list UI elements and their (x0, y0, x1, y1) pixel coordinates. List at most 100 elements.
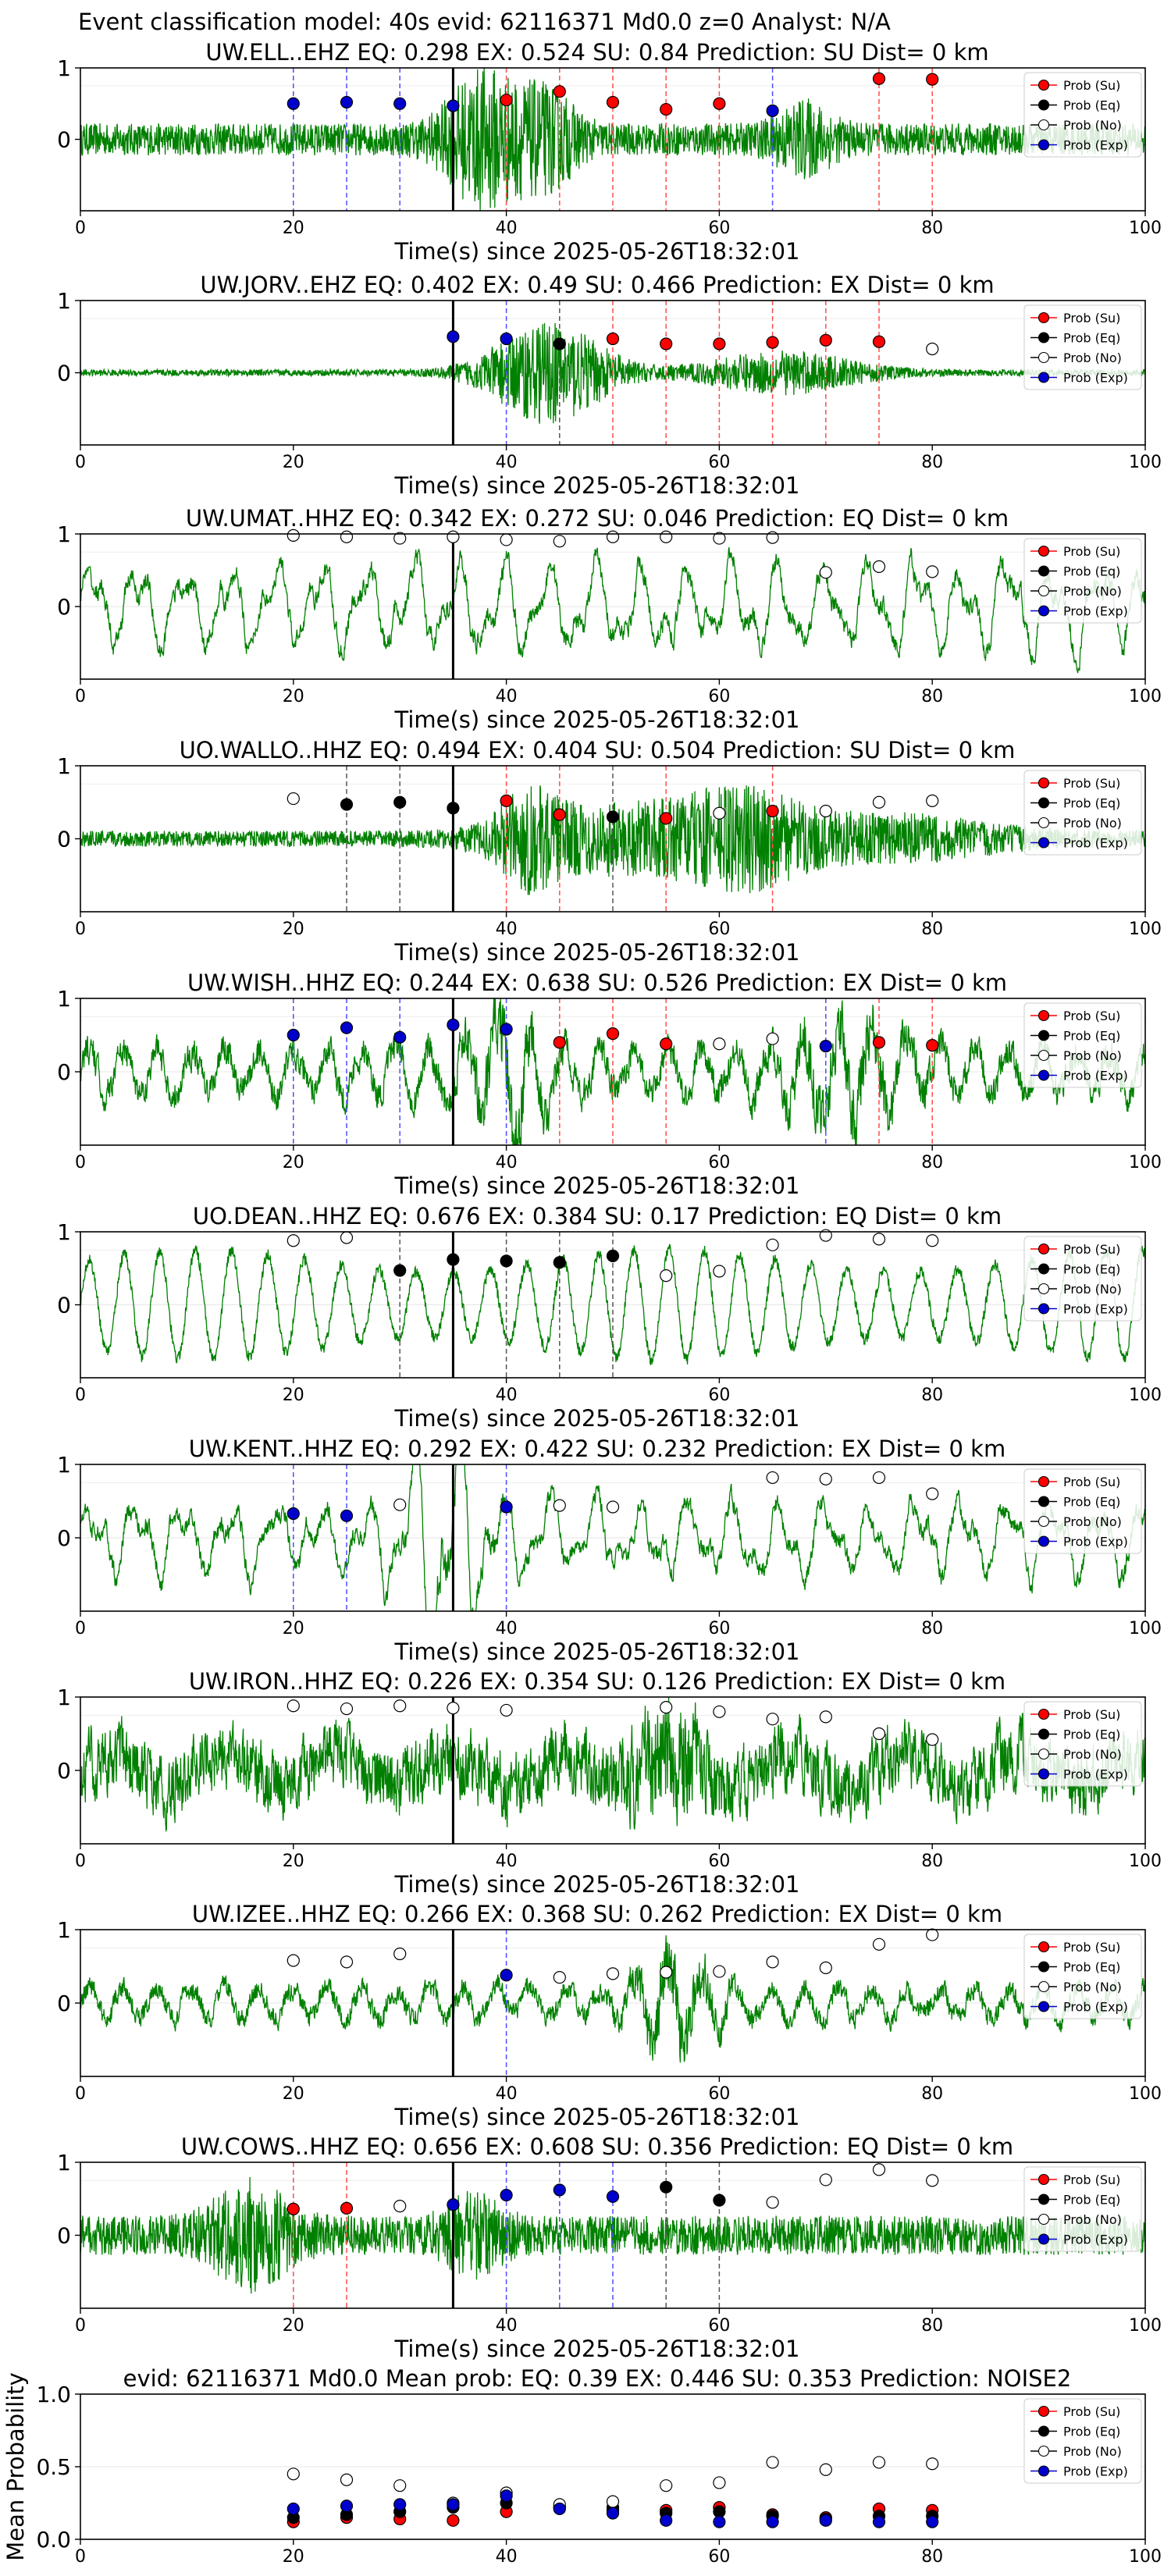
prob-marker-eq (447, 802, 460, 815)
mean-prob-marker-exp (287, 2502, 300, 2516)
mean-prob-marker-exp (447, 2498, 460, 2511)
legend-label: Prob (Exp) (1063, 1069, 1128, 1083)
prob-marker-exp (766, 104, 779, 117)
legend: Prob (Su) Prob (Eq) Prob (No) Prob (Exp) (1023, 1701, 1142, 1787)
legend-box (1023, 1701, 1142, 1787)
panel-title: UW.UMAT..HHZ EQ: 0.342 EX: 0.272 SU: 0.0… (186, 505, 1009, 532)
mean-prob-marker-exp (766, 2515, 779, 2528)
legend: Prob (Su) Prob (Eq) Prob (No) Prob (Exp) (1023, 304, 1142, 390)
legend-label: Prob (No) (1063, 118, 1122, 133)
x-tick-label: 80 (921, 453, 943, 472)
legend-marker-no (1038, 817, 1050, 829)
mean-prob-marker-no (926, 2457, 939, 2471)
x-tick-label: 40 (496, 1619, 518, 1638)
mean-prob-marker-no (819, 2463, 832, 2476)
mean-prob-marker-exp (926, 2515, 939, 2528)
legend-label: Prob (Eq) (1063, 2425, 1120, 2439)
mean-prob-marker-su (447, 2514, 460, 2527)
legend-label: Prob (Exp) (1063, 2464, 1128, 2479)
legend-label: Prob (Eq) (1063, 1029, 1120, 1044)
x-tick-label: 60 (708, 1386, 730, 1405)
x-tick-label: 0 (75, 1153, 86, 1172)
legend-label: Prob (No) (1063, 1747, 1122, 1762)
legend-marker-su (1038, 1243, 1050, 1255)
x-tick-label: 0 (75, 687, 86, 706)
legend-label: Prob (Exp) (1063, 1767, 1128, 1782)
x-tick-label: 80 (921, 219, 943, 238)
prob-marker-no (500, 1703, 513, 1717)
legend-marker-su (1038, 311, 1050, 324)
x-tick-label: 20 (283, 1619, 304, 1638)
x-tick-label: 100 (1129, 1619, 1162, 1638)
prob-marker-no (340, 1231, 354, 1244)
legend-marker-no (1038, 585, 1050, 597)
prob-marker-no (340, 1702, 354, 1716)
x-tick-label: 20 (283, 1386, 304, 1405)
x-axis-label: Time(s) since 2025-05-26T18:32:01 (394, 2336, 800, 2362)
legend-marker-su (1038, 2405, 1050, 2418)
legend-marker-no (1038, 1283, 1050, 1295)
panel-title: UW.COWS..HHZ EQ: 0.656 EX: 0.608 SU: 0.3… (181, 2133, 1013, 2160)
prob-marker-su (926, 1039, 939, 1052)
prob-marker-su (606, 1027, 620, 1041)
x-tick-label: 20 (283, 453, 304, 472)
prob-marker-su (660, 337, 673, 350)
legend: Prob (Su) Prob (Eq) Prob (No) Prob (Exp) (1023, 2166, 1142, 2252)
legend-marker-su (1038, 1009, 1050, 1022)
panel-title: UW.IRON..HHZ EQ: 0.226 EX: 0.354 SU: 0.1… (189, 1668, 1005, 1695)
prob-marker-eq (660, 2180, 673, 2194)
mean-prob-marker-exp (553, 2502, 566, 2516)
x-tick-label: 20 (283, 219, 304, 238)
legend-label: Prob (Eq) (1063, 2193, 1120, 2208)
prob-marker-exp (340, 1021, 354, 1034)
legend-marker-eq (1038, 1496, 1050, 1507)
x-tick-label: 20 (283, 1153, 304, 1172)
legend-marker-exp (1038, 372, 1050, 383)
prob-marker-exp (340, 95, 354, 109)
legend: Prob (Su) Prob (Eq) Prob (No) Prob (Exp) (1023, 770, 1142, 856)
prob-marker-no (819, 2173, 832, 2186)
x-tick-label: 100 (1129, 219, 1162, 238)
prob-marker-no (713, 1037, 726, 1051)
mean-prob-marker-exp (713, 2515, 726, 2528)
prob-marker-no (660, 1268, 673, 1283)
legend-label: Prob (No) (1063, 350, 1122, 365)
legend-label: Prob (Exp) (1063, 138, 1128, 153)
prob-marker-eq (447, 1253, 460, 1266)
x-tick-label: 0 (75, 2316, 86, 2336)
prob-marker-no (872, 1471, 886, 1485)
prob-marker-no (500, 533, 513, 546)
legend: Prob (Su) Prob (Eq) Prob (No) Prob (Exp) (1023, 2398, 1142, 2484)
prob-marker-no (393, 1699, 407, 1713)
prob-marker-exp (500, 332, 513, 346)
x-tick-label: 100 (1129, 2547, 1162, 2567)
x-tick-label: 60 (708, 2084, 730, 2104)
x-tick-label: 0 (75, 453, 86, 472)
x-axis-label: Time(s) since 2025-05-26T18:32:01 (394, 939, 800, 966)
x-tick-label: 40 (496, 2547, 518, 2567)
y-tick-label: 1 (57, 521, 71, 547)
prob-marker-exp (553, 2183, 566, 2197)
legend: Prob (Su) Prob (Eq) Prob (No) Prob (Exp) (1023, 1002, 1142, 1088)
legend-label: Prob (Eq) (1063, 796, 1120, 811)
prob-marker-eq (500, 1254, 513, 1268)
legend-marker-no (1038, 1515, 1050, 1528)
prob-marker-no (872, 1233, 886, 1246)
legend-marker-exp (1038, 1768, 1050, 1780)
x-tick-label: 100 (1129, 453, 1162, 472)
x-tick-label: 100 (1129, 2316, 1162, 2336)
x-axis-label: Time(s) since 2025-05-26T18:32:01 (394, 1871, 800, 1898)
legend-label: Prob (No) (1063, 1514, 1122, 1529)
x-tick-label: 60 (708, 2316, 730, 2336)
legend-marker-eq (1038, 1961, 1050, 1973)
prob-marker-no (819, 1472, 832, 1485)
x-tick-label: 60 (708, 1852, 730, 1871)
prob-marker-no (287, 528, 300, 542)
prob-marker-exp (500, 1500, 513, 1514)
prob-marker-no (926, 565, 939, 578)
panel-title: UW.KENT..HHZ EQ: 0.292 EX: 0.422 SU: 0.2… (189, 1436, 1005, 1462)
x-tick-label: 0 (75, 2547, 86, 2567)
y-tick-label: 1.0 (36, 2382, 71, 2407)
prob-marker-exp (393, 97, 407, 110)
y-tick-label: 0 (57, 1293, 71, 1318)
